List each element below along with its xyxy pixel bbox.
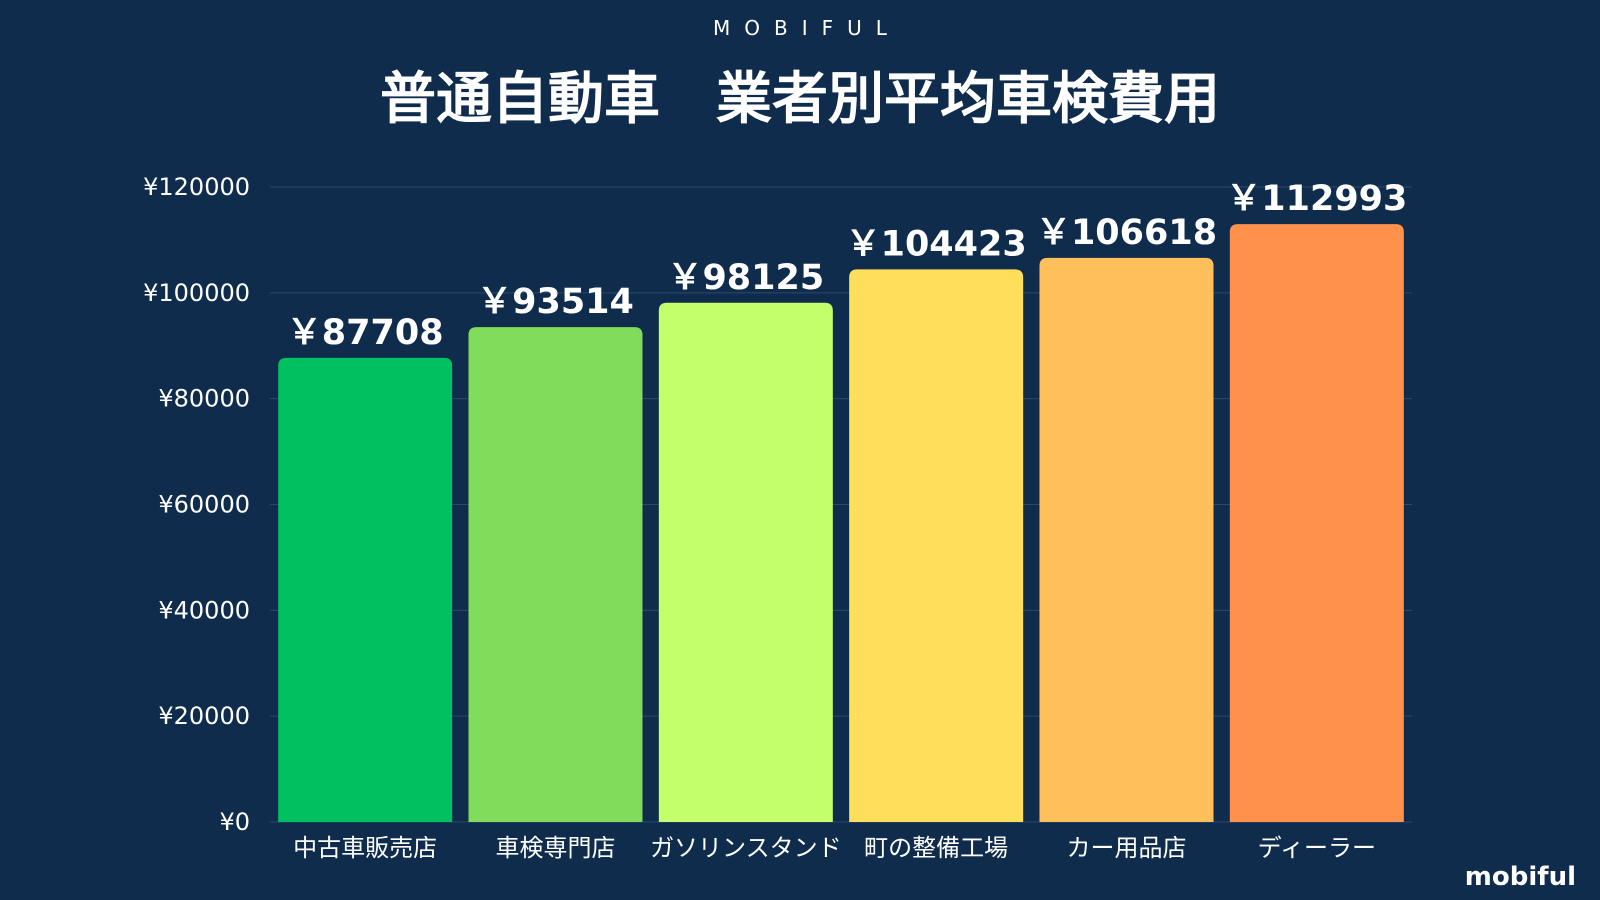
y-tick-label: ¥60000 [158,491,250,519]
data-label: ￥104423 [846,224,1027,264]
data-label: ￥87708 [287,313,444,353]
data-label: ￥98125 [667,258,824,298]
y-tick-label: ¥0 [219,808,250,836]
bar [849,269,1024,822]
brand-header: MOBIFUL [713,16,901,40]
data-label: ￥93514 [477,282,634,322]
x-category-label: カー用品店 [1067,834,1187,862]
bar [278,357,453,822]
x-category-label: 町の整備工場 [864,834,1008,862]
chart-title: 普通自動車 業者別平均車検費用 [380,67,1220,132]
data-label: ￥106618 [1036,213,1217,253]
y-tick-label: ¥40000 [158,596,250,624]
x-category-label: ディーラー [1258,834,1376,862]
x-category-label: 車検専門店 [496,834,616,862]
bar [1039,257,1214,822]
y-tick-label: ¥80000 [158,385,250,413]
y-tick-label: ¥120000 [143,173,250,201]
y-tick-label: ¥100000 [143,279,250,307]
x-category-label: ガソリンスタンド [650,834,842,862]
bar [658,302,833,822]
data-label: ￥112993 [1226,179,1407,219]
brand-logo: mobiful [1464,862,1576,892]
bar [1229,224,1404,822]
x-category-label: 中古車販売店 [293,834,437,862]
bar [468,327,643,822]
y-tick-label: ¥20000 [158,702,250,730]
